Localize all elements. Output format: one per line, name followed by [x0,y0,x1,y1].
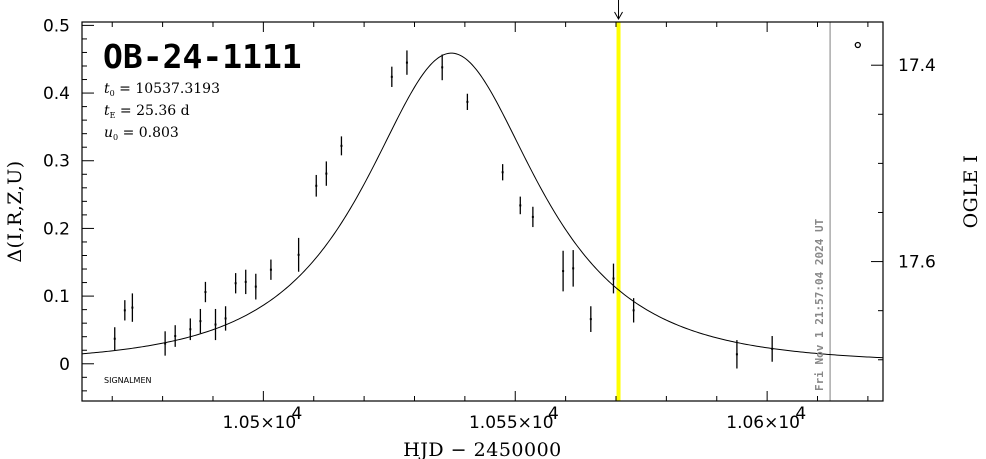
data-point [131,293,134,322]
data-point [612,263,615,294]
data-point [531,206,534,228]
data-point [589,306,592,332]
param-line: t0 = 10537.3193 [104,81,220,98]
data-point [269,259,272,280]
point-marker [174,335,177,338]
data-point [234,273,237,294]
data-point [632,298,635,323]
param-line: u0 = 0.803 [104,125,179,142]
data-point [854,41,861,49]
point-marker [131,306,134,309]
x-tick-label: 1.055×10 [469,413,554,433]
data-point [501,164,504,181]
data-point [123,300,126,321]
point-marker [735,353,738,356]
x-tick-exponent: 4 [548,404,559,424]
data-point [572,250,575,287]
point-marker [234,282,237,285]
x-tick-exponent: 4 [795,404,806,424]
point-marker [854,41,861,49]
data-point [340,136,343,156]
data-points-layer [113,41,861,369]
point-marker [572,267,575,270]
point-marker [340,144,343,147]
data-point [441,54,444,81]
data-point [244,269,247,295]
signalmen-label: SIGNALMEN [104,376,152,385]
point-marker [519,204,522,207]
data-point [174,325,177,347]
plot-frame [81,21,884,402]
params-block: t0 = 10537.3193 tE = 25.36 d u0 = 0.803 [104,81,220,142]
data-point [113,327,116,351]
point-marker [189,328,192,331]
point-marker [297,253,300,256]
x-axis-label: HJD − 2450000 [403,439,562,459]
point-marker [123,309,126,312]
point-marker [164,342,167,345]
data-point [297,237,300,272]
data-point [204,281,207,303]
point-marker [390,75,393,78]
param-line: tE = 25.36 d [104,103,190,120]
point-marker [214,323,217,326]
y-tick-label: 0 [59,355,70,375]
point-marker [632,309,635,312]
current-time-arrow-icon [614,0,623,21]
date-label: Fri Nov 1 21:57:04 2024 UT [813,218,826,391]
point-marker [531,215,534,218]
point-marker [562,270,565,273]
data-point [189,318,192,341]
data-point [405,50,408,75]
point-marker [315,184,318,187]
point-marker [771,347,774,350]
point-marker [244,280,247,283]
point-marker [224,317,227,320]
point-marker [199,320,202,323]
y2-tick-label: 17.6 [898,253,936,273]
y2-tick-label: 17.4 [898,56,936,76]
data-point [562,250,565,292]
point-marker [325,172,328,175]
ticks-layer: 1.05×104 1.055×104 1.06×10400.10.20.30.40.… [43,16,936,433]
reference-lines-layer [614,0,831,401]
data-point [771,336,774,362]
arrow-head [614,11,623,21]
point-marker [269,268,272,271]
point-marker [204,291,207,294]
chart-title: OB-24-1111 [103,37,302,76]
y-tick-label: 0.5 [43,16,70,36]
data-point [224,306,227,331]
data-point [254,273,257,300]
model-curve [81,52,884,359]
data-point [519,196,522,215]
y-tick-label: 0.4 [43,84,70,104]
data-point [466,93,469,110]
data-point [735,340,738,369]
y-tick-label: 0.2 [43,219,70,239]
data-point [199,308,202,334]
point-marker [441,66,444,69]
point-marker [405,61,408,64]
data-point [325,161,328,186]
data-point [315,174,318,197]
point-marker [612,277,615,280]
y-axis-label: Δ(I,R,Z,U) [4,160,26,262]
x-tick-label: 1.05×10 [222,413,296,433]
point-marker [113,337,116,340]
point-marker [466,100,469,103]
y-tick-label: 0.1 [43,287,70,307]
point-marker [254,285,257,288]
data-point [390,66,393,87]
data-point [214,308,217,341]
x-tick-label: 1.06×10 [726,413,800,433]
data-point [164,331,167,356]
y2-axis-label: OGLE I [960,155,982,229]
point-marker [589,318,592,321]
y-tick-label: 0.3 [43,152,70,172]
point-marker [501,171,504,174]
x-tick-exponent: 4 [292,404,303,424]
